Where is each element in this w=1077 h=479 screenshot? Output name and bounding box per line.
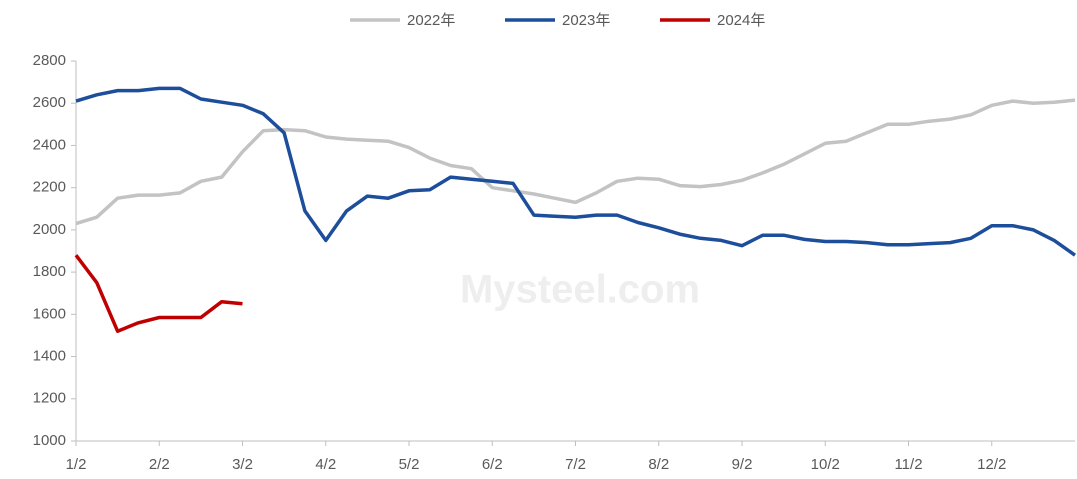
x-tick-label: 9/2: [732, 456, 753, 473]
series-line: [75, 86, 1077, 257]
y-tick-label: 1800: [33, 263, 66, 280]
series-line: [74, 254, 243, 333]
x-tick-label: 8/2: [648, 456, 669, 473]
y-tick-label: 2400: [33, 136, 66, 153]
x-tick-label: 6/2: [482, 456, 503, 473]
x-tick-label: 1/2: [66, 456, 87, 473]
legend-label: 2022年: [407, 12, 455, 29]
x-tick-label: 7/2: [565, 456, 586, 473]
x-tick-label: 5/2: [399, 456, 420, 473]
y-tick-label: 2000: [33, 221, 66, 238]
x-tick-label: 3/2: [232, 456, 253, 473]
y-tick-label: 2200: [33, 179, 66, 196]
series-line: [75, 98, 1076, 226]
legend-label: 2024年: [717, 12, 765, 29]
y-tick-label: 1200: [33, 390, 66, 407]
y-tick-label: 2600: [33, 94, 66, 111]
x-tick-label: 11/2: [894, 456, 922, 473]
x-tick-label: 10/2: [811, 456, 840, 473]
y-tick-label: 1600: [33, 305, 66, 322]
y-tick-label: 2800: [33, 52, 66, 69]
y-tick-label: 1000: [33, 432, 66, 449]
x-tick-label: 12/2: [977, 456, 1006, 473]
x-tick-label: 2/2: [149, 456, 170, 473]
y-tick-label: 1400: [33, 348, 66, 365]
x-tick-label: 4/2: [315, 456, 336, 473]
legend-label: 2023年: [562, 12, 610, 29]
watermark: Mysteel.com: [460, 268, 700, 312]
